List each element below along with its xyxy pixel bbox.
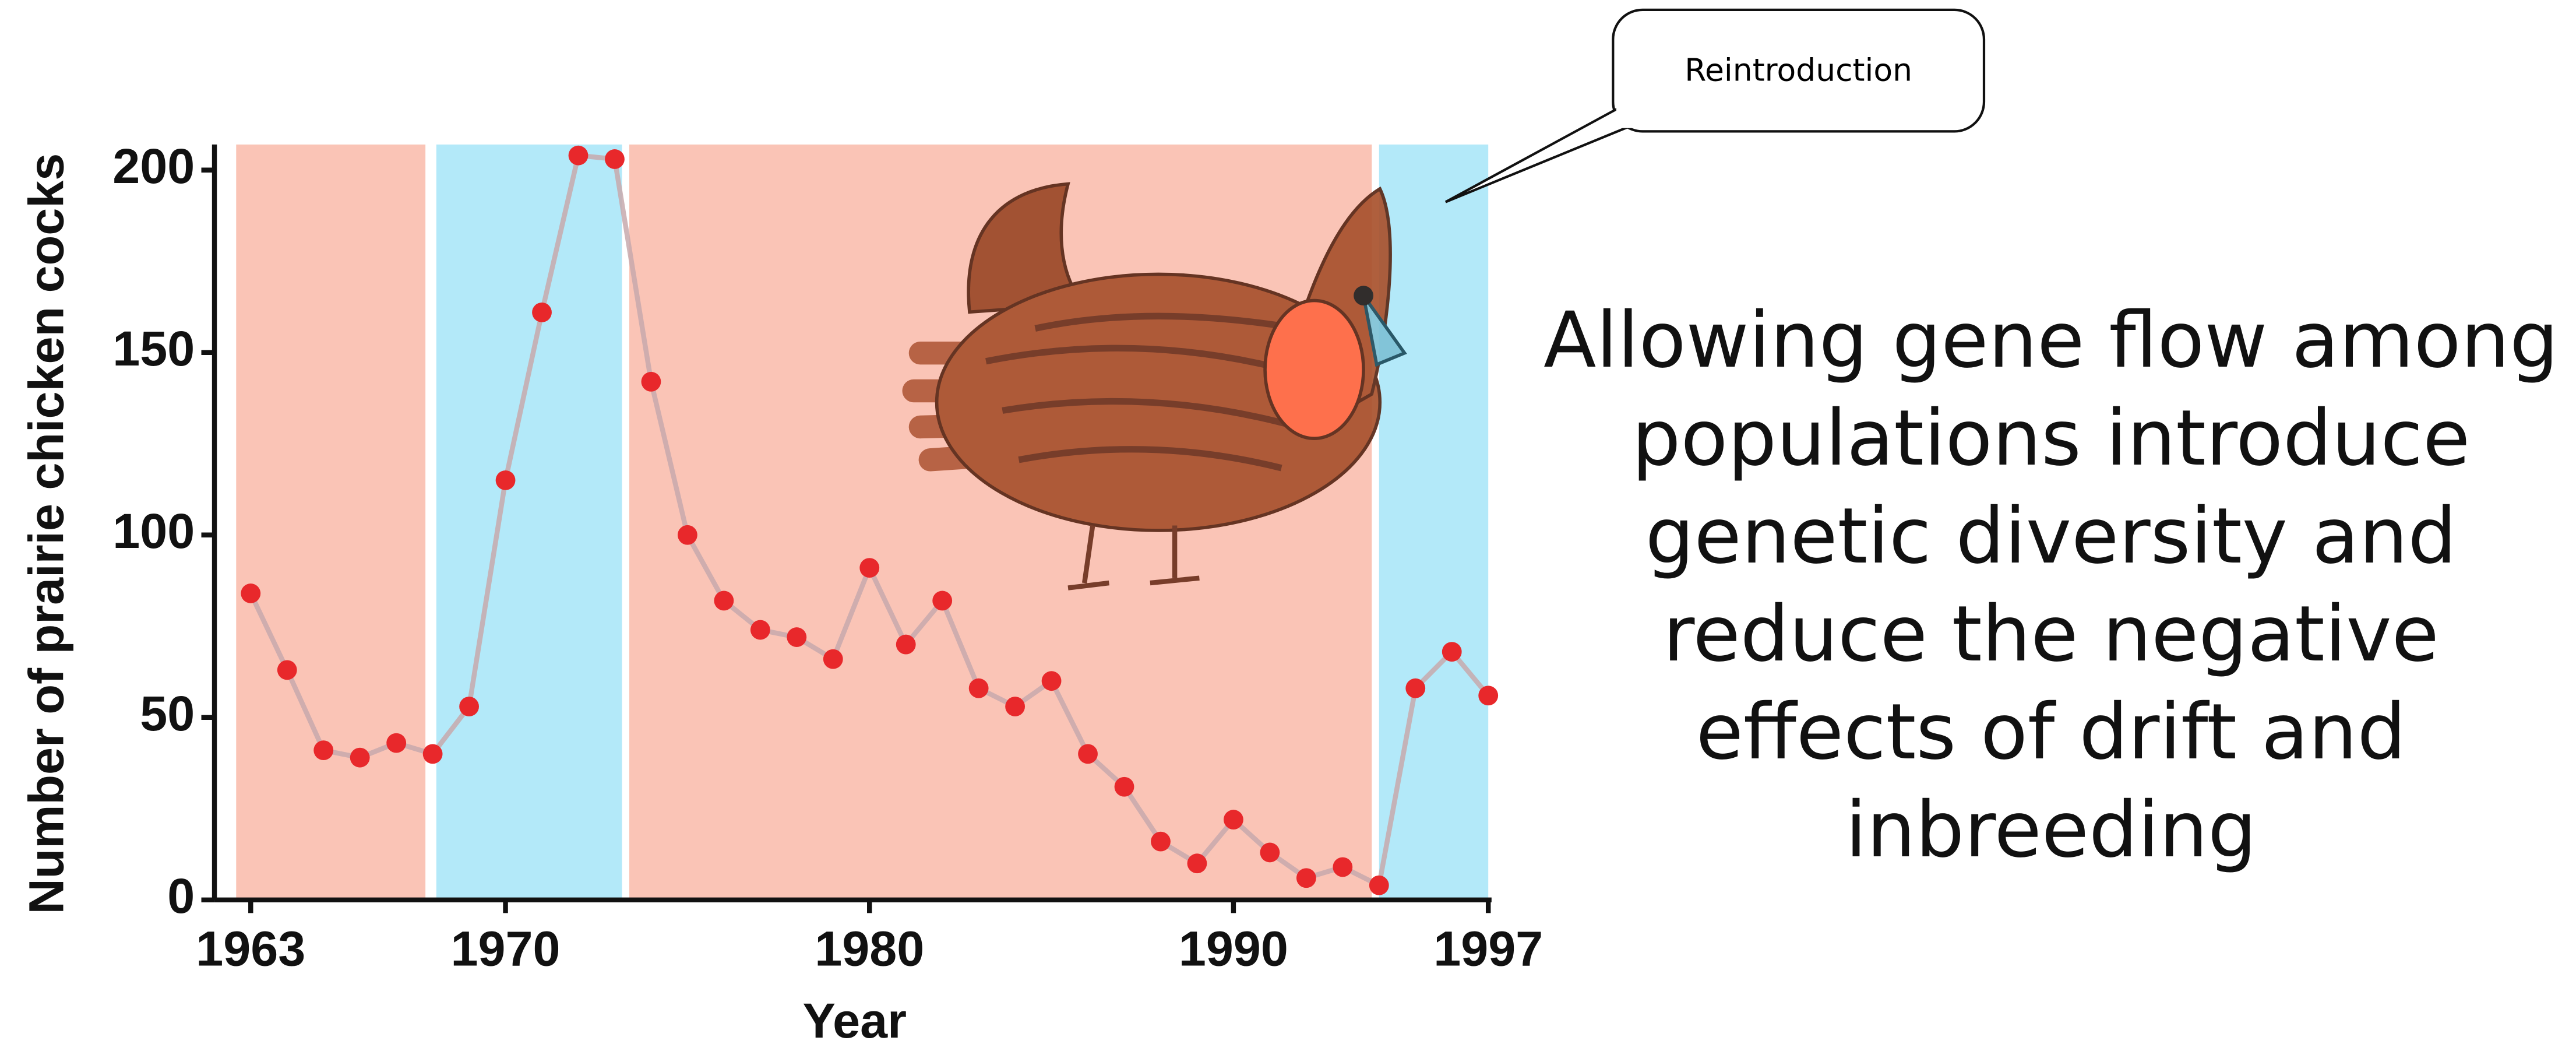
x-tick-label: 1997	[1433, 920, 1543, 976]
data-point	[714, 591, 734, 611]
x-tick-label: 1970	[451, 920, 561, 976]
data-point	[277, 660, 297, 680]
data-point	[1151, 832, 1171, 852]
data-point	[750, 620, 770, 640]
data-point	[1333, 857, 1352, 877]
y-tick-label: 50	[140, 686, 195, 741]
x-tick-label: 1990	[1179, 920, 1288, 976]
data-point	[1042, 671, 1062, 691]
data-point	[1224, 810, 1243, 829]
data-point	[496, 470, 516, 490]
data-point	[1187, 853, 1207, 873]
x-tick-label: 1963	[196, 920, 305, 976]
data-point	[459, 697, 479, 716]
y-tick-label: 0	[167, 868, 195, 923]
data-point	[1405, 679, 1425, 698]
x-axis-label: Year	[802, 993, 907, 1048]
data-point	[896, 635, 916, 655]
data-point	[241, 584, 260, 603]
data-point	[423, 744, 443, 764]
data-point	[932, 591, 952, 611]
data-point	[969, 679, 989, 698]
shaded-period	[436, 145, 622, 900]
data-point	[1260, 843, 1280, 863]
data-point	[605, 149, 625, 169]
data-point	[386, 733, 406, 753]
y-axis-label: Number of prairie chicken cocks	[19, 153, 74, 915]
data-point	[1369, 876, 1389, 895]
y-tick-label: 100	[112, 503, 195, 558]
data-point	[1296, 868, 1316, 888]
data-point	[1115, 777, 1134, 797]
side-text: Allowing gene flow among populations int…	[1538, 291, 2564, 879]
data-point	[313, 740, 333, 760]
page: Year Number of prairie chicken cocks Rei…	[0, 0, 2576, 1051]
shaded-period	[236, 145, 425, 900]
x-tick-label: 1980	[815, 920, 924, 976]
y-tick-label: 200	[112, 138, 195, 194]
data-point	[642, 372, 661, 392]
data-point	[1078, 744, 1098, 764]
data-point	[1478, 686, 1498, 705]
data-point	[532, 303, 552, 322]
callout-text: Reintroduction	[1685, 52, 1912, 89]
data-point	[823, 649, 843, 669]
data-point	[1005, 697, 1025, 716]
shaded-periods	[236, 145, 1488, 900]
data-point	[350, 748, 370, 768]
data-point	[1442, 642, 1462, 662]
y-tick-label: 150	[112, 321, 195, 376]
data-point	[859, 558, 879, 578]
data-point	[678, 525, 697, 545]
data-point	[787, 627, 806, 647]
callout-joint	[1616, 102, 1636, 128]
data-point	[569, 146, 589, 166]
